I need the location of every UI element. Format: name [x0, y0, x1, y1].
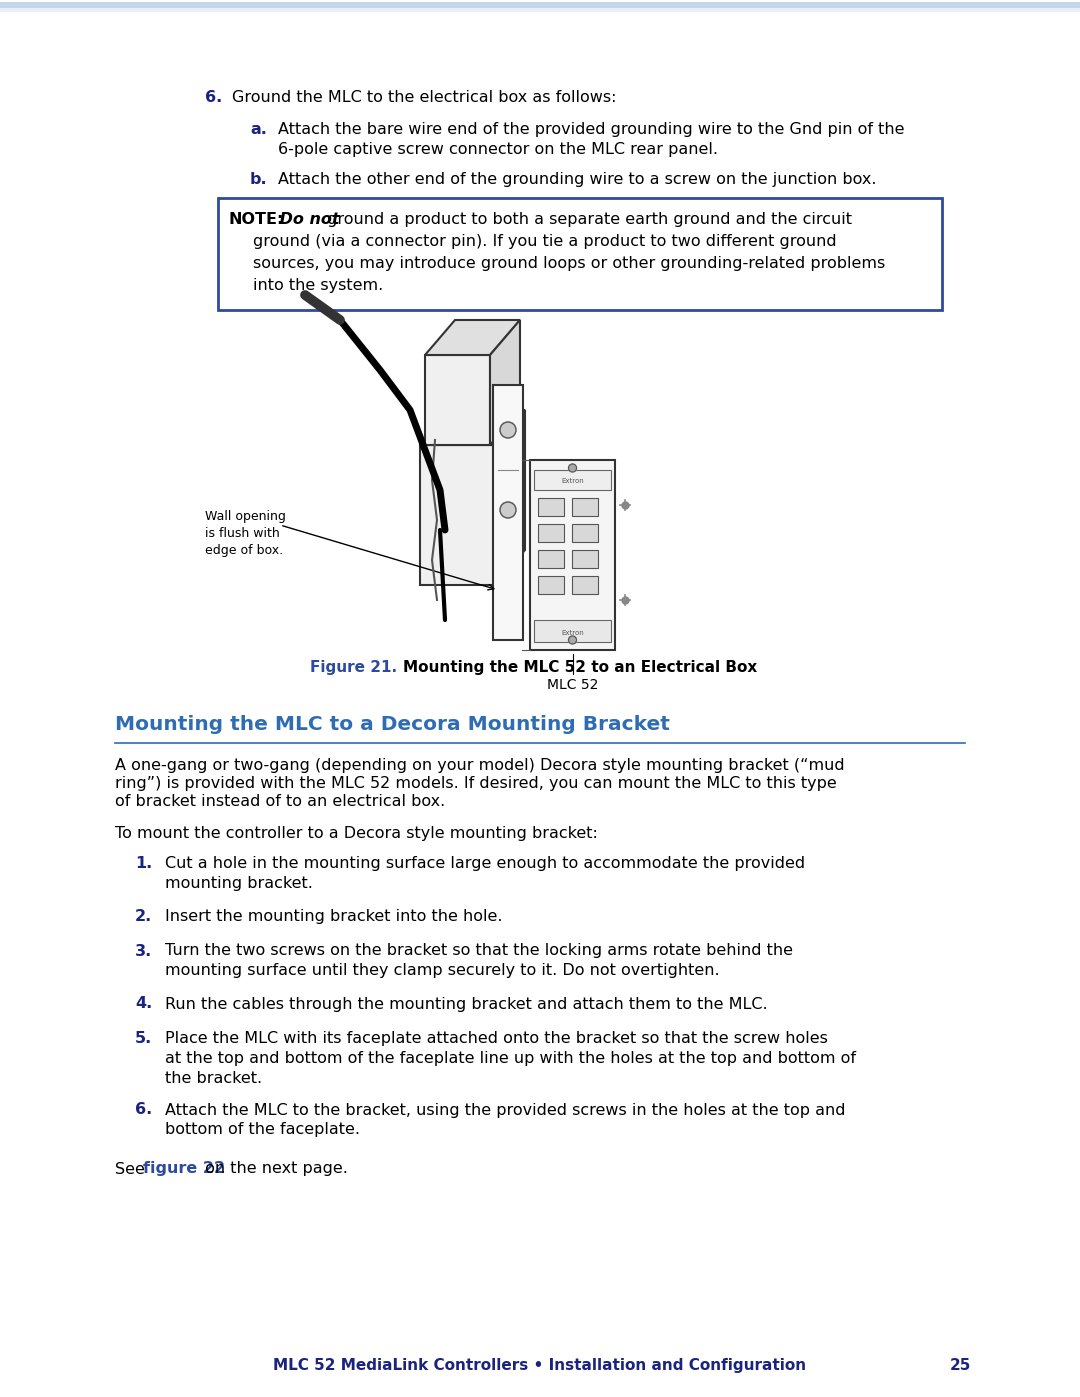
Text: Extron: Extron: [562, 478, 584, 483]
Bar: [538, 576, 564, 594]
Text: on the next page.: on the next page.: [200, 1161, 348, 1176]
Text: Mounting the MLC to a Decora Mounting Bracket: Mounting the MLC to a Decora Mounting Br…: [114, 715, 670, 733]
Text: Do not: Do not: [274, 212, 339, 226]
Text: Wall opening
is flush with
edge of box.: Wall opening is flush with edge of box.: [205, 510, 286, 557]
Text: Run the cables through the mounting bracket and attach them to the MLC.: Run the cables through the mounting brac…: [165, 996, 768, 1011]
Text: Attach the bare wire end of the provided grounding wire to the Gnd pin of the
6-: Attach the bare wire end of the provided…: [278, 122, 905, 156]
Text: b.: b.: [249, 172, 268, 187]
Text: 6.: 6.: [135, 1102, 152, 1118]
Text: 3.: 3.: [135, 943, 152, 958]
Polygon shape: [490, 320, 519, 446]
Bar: [572, 576, 598, 594]
Text: Extron: Extron: [562, 630, 584, 636]
Bar: [572, 550, 598, 569]
Bar: [530, 460, 615, 650]
Text: Cut a hole in the mounting surface large enough to accommodate the provided
moun: Cut a hole in the mounting surface large…: [165, 856, 805, 891]
Bar: [0, 8, 1080, 13]
Text: 4.: 4.: [135, 996, 152, 1011]
Text: figure 22: figure 22: [143, 1161, 225, 1176]
Text: ring”) is provided with the MLC 52 models. If desired, you can mount the MLC to : ring”) is provided with the MLC 52 model…: [114, 775, 837, 791]
Bar: [538, 524, 564, 542]
Text: sources, you may introduce ground loops or other grounding-related problems: sources, you may introduce ground loops …: [253, 256, 886, 271]
Text: To mount the controller to a Decora style mounting bracket:: To mount the controller to a Decora styl…: [114, 826, 598, 841]
Polygon shape: [420, 409, 525, 446]
Text: 2.: 2.: [135, 909, 152, 923]
Polygon shape: [420, 446, 495, 585]
Text: MLC 52: MLC 52: [546, 678, 598, 692]
Bar: [572, 497, 598, 515]
Text: Attach the other end of the grounding wire to a screw on the junction box.: Attach the other end of the grounding wi…: [278, 172, 877, 187]
Bar: [572, 524, 598, 542]
Text: 5.: 5.: [135, 1031, 152, 1046]
Text: Mounting the MLC 52 to an Electrical Box: Mounting the MLC 52 to an Electrical Box: [382, 659, 757, 675]
Polygon shape: [495, 409, 525, 585]
Bar: [218, 198, 942, 310]
Text: NOTE:: NOTE:: [228, 212, 283, 226]
Circle shape: [500, 422, 516, 439]
Text: ground (via a connector pin). If you tie a product to two different ground: ground (via a connector pin). If you tie…: [253, 235, 837, 249]
Text: ground a product to both a separate earth ground and the circuit: ground a product to both a separate eart…: [322, 212, 852, 226]
Bar: [492, 386, 523, 640]
Text: Place the MLC with its faceplate attached onto the bracket so that the screw hol: Place the MLC with its faceplate attache…: [165, 1031, 856, 1085]
Polygon shape: [426, 320, 519, 355]
Text: Attach the MLC to the bracket, using the provided screws in the holes at the top: Attach the MLC to the bracket, using the…: [165, 1102, 846, 1137]
Text: MLC 52 MediaLink Controllers • Installation and Configuration: MLC 52 MediaLink Controllers • Installat…: [273, 1358, 807, 1373]
Text: Insert the mounting bracket into the hole.: Insert the mounting bracket into the hol…: [165, 909, 502, 923]
Text: a.: a.: [249, 122, 267, 137]
Text: 6.: 6.: [205, 89, 222, 105]
Text: Ground the MLC to the electrical box as follows:: Ground the MLC to the electrical box as …: [232, 89, 617, 105]
Text: A one-gang or two-gang (depending on your model) Decora style mounting bracket (: A one-gang or two-gang (depending on you…: [114, 759, 845, 773]
Text: See: See: [114, 1161, 150, 1176]
Circle shape: [568, 636, 577, 644]
Bar: [534, 620, 611, 643]
Bar: [538, 497, 564, 515]
Bar: [426, 355, 490, 446]
Text: 1.: 1.: [135, 856, 152, 870]
Bar: [534, 469, 611, 490]
Circle shape: [500, 502, 516, 518]
Text: 25: 25: [950, 1358, 971, 1373]
Text: Figure 21.: Figure 21.: [310, 659, 397, 675]
Text: Turn the two screws on the bracket so that the locking arms rotate behind the
mo: Turn the two screws on the bracket so th…: [165, 943, 793, 978]
Text: into the system.: into the system.: [253, 278, 383, 293]
Circle shape: [568, 464, 577, 472]
Bar: [0, 1, 1080, 8]
Bar: [538, 550, 564, 569]
Text: of bracket instead of to an electrical box.: of bracket instead of to an electrical b…: [114, 793, 445, 809]
